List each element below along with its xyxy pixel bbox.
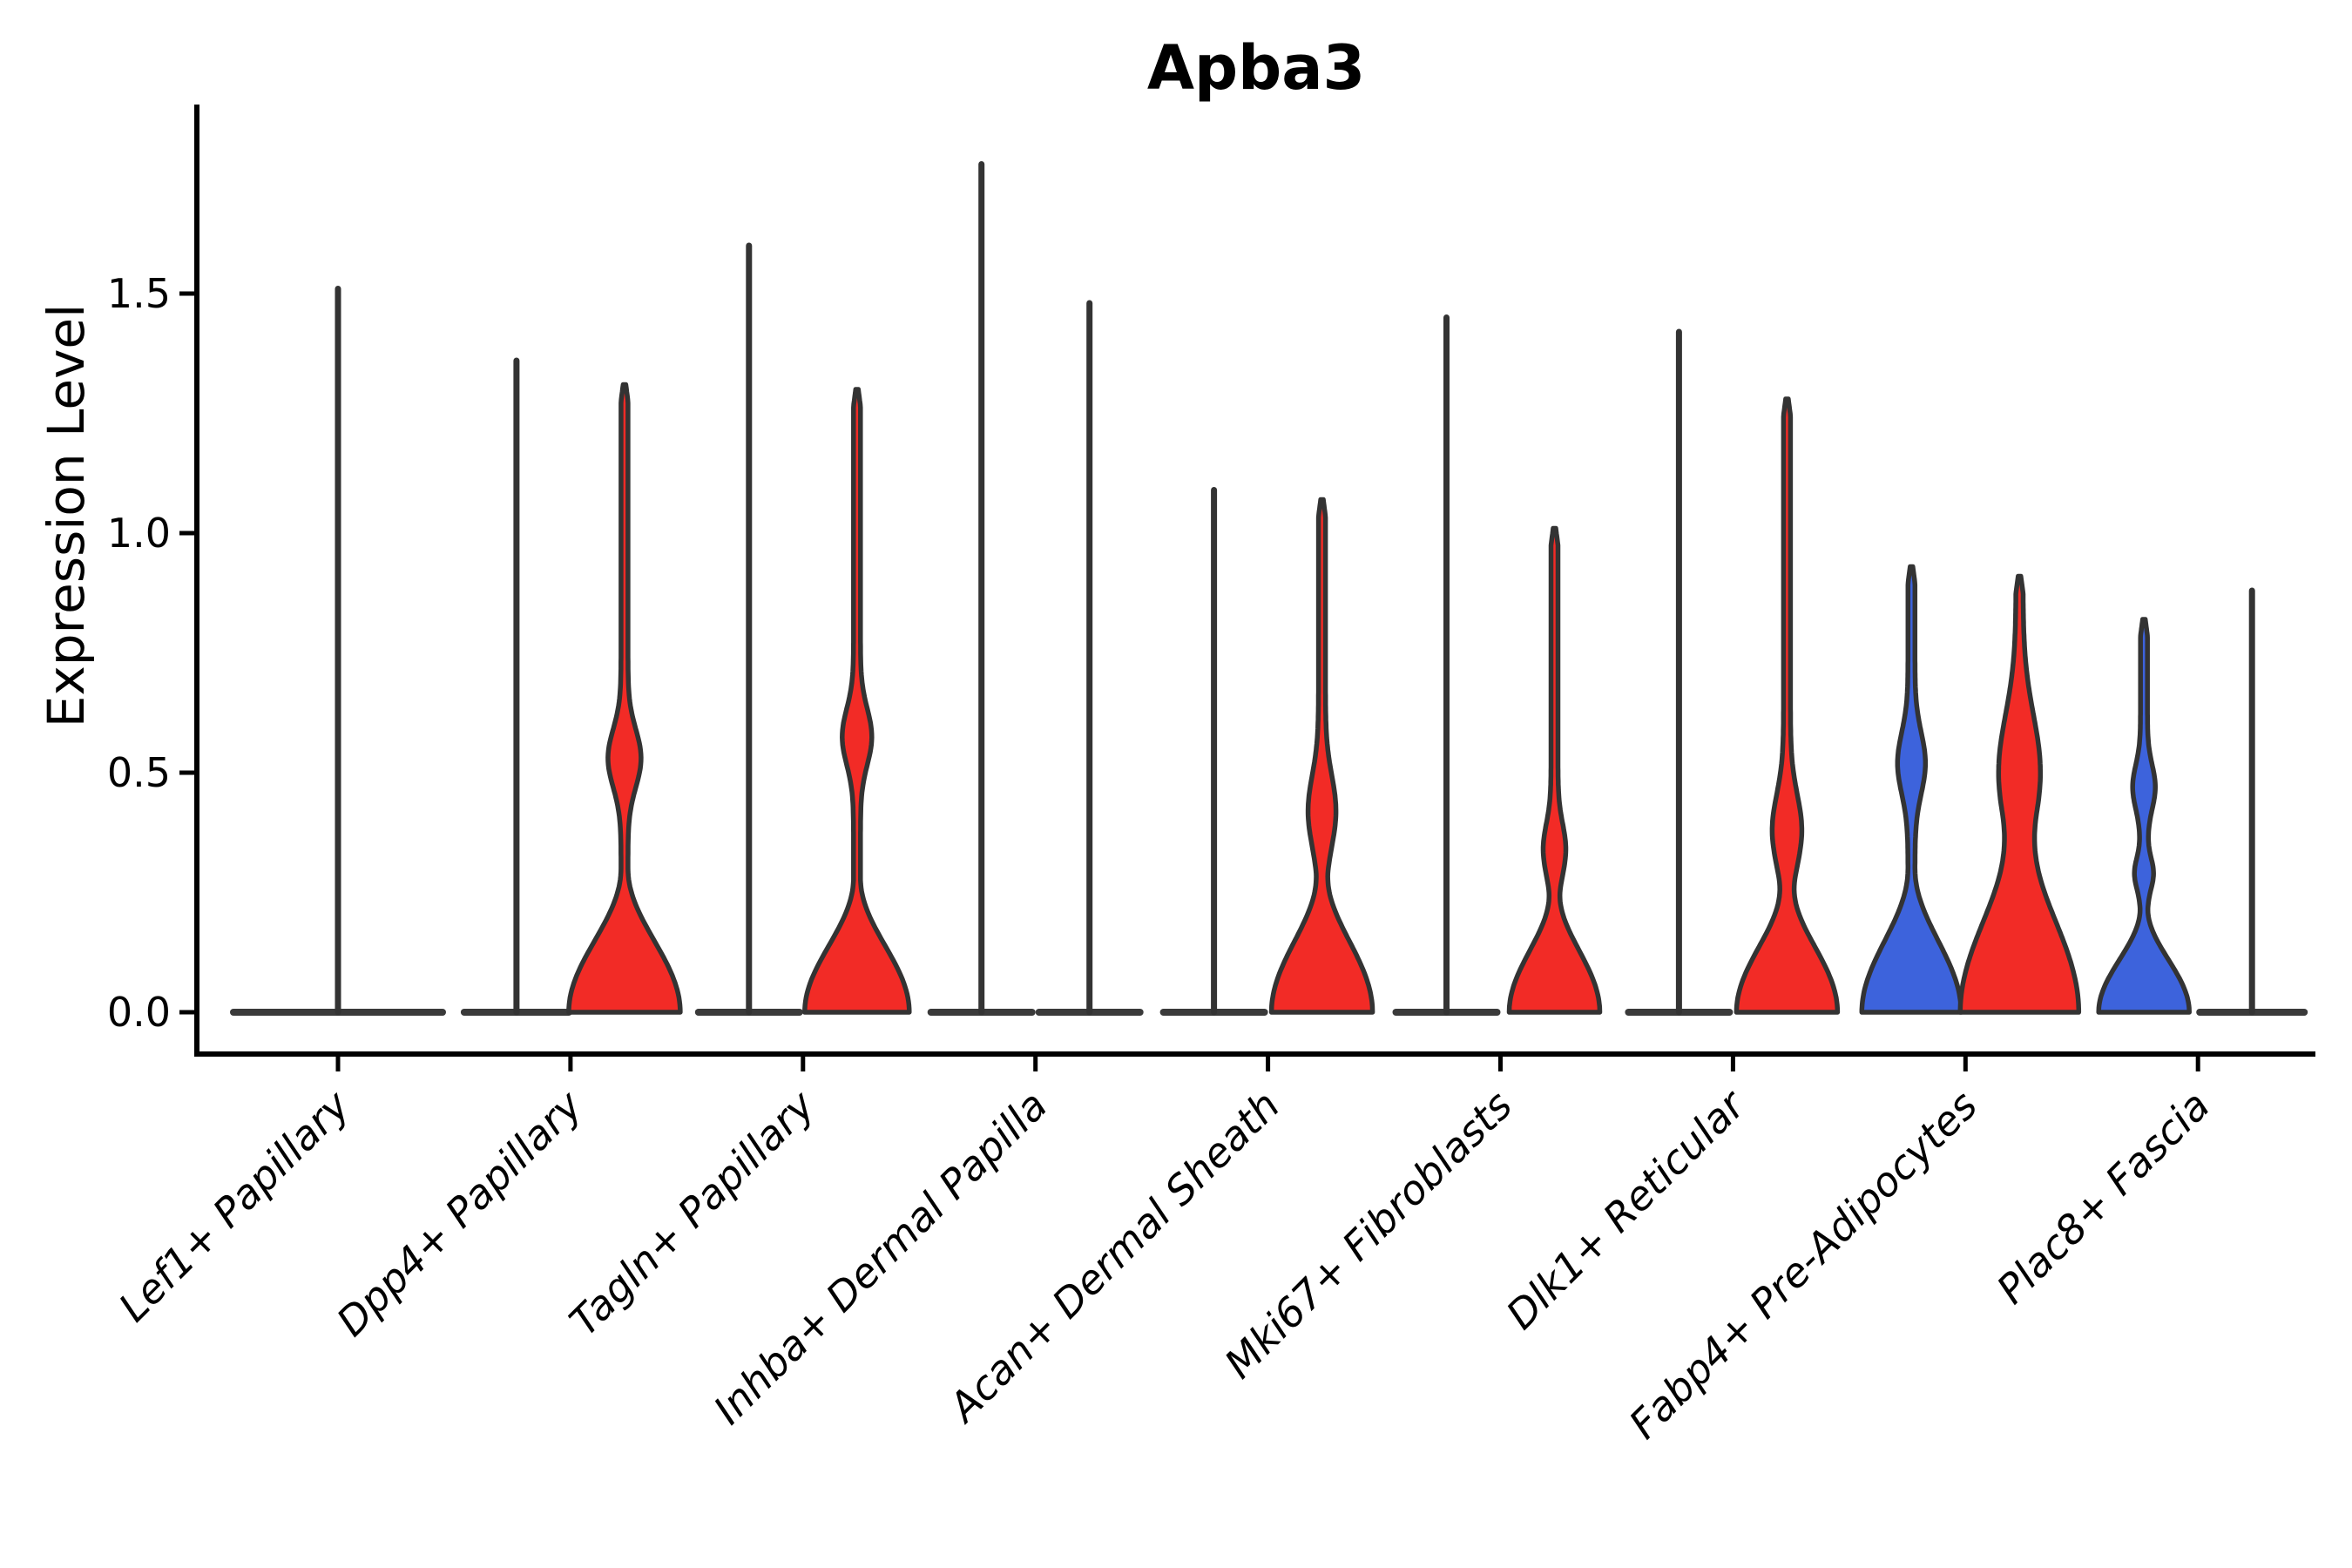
violin-body <box>1859 564 1964 1015</box>
violin-body <box>1957 573 2082 1015</box>
y-tick-label: 1.5 <box>107 270 171 317</box>
y-axis-label: Expression Level <box>37 304 96 727</box>
y-tick-label: 0.5 <box>107 749 171 796</box>
x-tick-label: Dpp4+ Papillary <box>328 1081 591 1345</box>
violin-body <box>1506 525 1603 1015</box>
violin-lef1-papillary-all <box>230 286 446 1016</box>
violin-plac8-fascia-left <box>2096 617 2192 1015</box>
violin-acan-dermal-sheath-left <box>1159 487 1268 1016</box>
violin-body <box>802 387 912 1015</box>
x-tick-label: Tagln+ Papillary <box>560 1081 824 1345</box>
violins-layer <box>230 161 2308 1016</box>
violin-plac8-fascia-right <box>2196 587 2308 1016</box>
violin-mki67-fibroblasts-right <box>1506 525 1603 1015</box>
violin-body <box>1734 396 1841 1015</box>
violin-fabp4-pre-adipocytes-left <box>1859 564 1964 1015</box>
y-tick-label: 1.0 <box>107 510 171 557</box>
x-tick-label: Dlk1+ Reticular <box>1497 1079 1756 1338</box>
violin-inhba-dermal-papilla-left <box>927 161 1036 1016</box>
violin-body <box>566 382 683 1015</box>
violin-body <box>2096 617 2192 1015</box>
violin-acan-dermal-sheath-right <box>1268 497 1375 1015</box>
x-tick-label: Plac8+ Fascia <box>1988 1082 2219 1313</box>
x-tick-label: Lef1+ Papillary <box>110 1081 359 1330</box>
violin-fabp4-pre-adipocytes-right <box>1957 573 2082 1015</box>
violin-mki67-fibroblasts-left <box>1392 314 1501 1016</box>
violin-dpp4-papillary-left <box>460 357 572 1016</box>
plot-title: Apba3 <box>1147 32 1365 104</box>
violin-dlk1-reticular-left <box>1625 328 1734 1016</box>
violin-tagln-papillary-right <box>802 387 912 1015</box>
y-tick-label: 0.0 <box>107 989 171 1036</box>
violin-body <box>1268 497 1375 1015</box>
violin-tagln-papillary-left <box>694 242 803 1016</box>
violin-dlk1-reticular-right <box>1734 396 1841 1015</box>
axes-layer <box>179 105 2315 1071</box>
violin-inhba-dermal-papilla-right <box>1035 300 1144 1016</box>
violin-dpp4-papillary-right <box>566 382 683 1015</box>
